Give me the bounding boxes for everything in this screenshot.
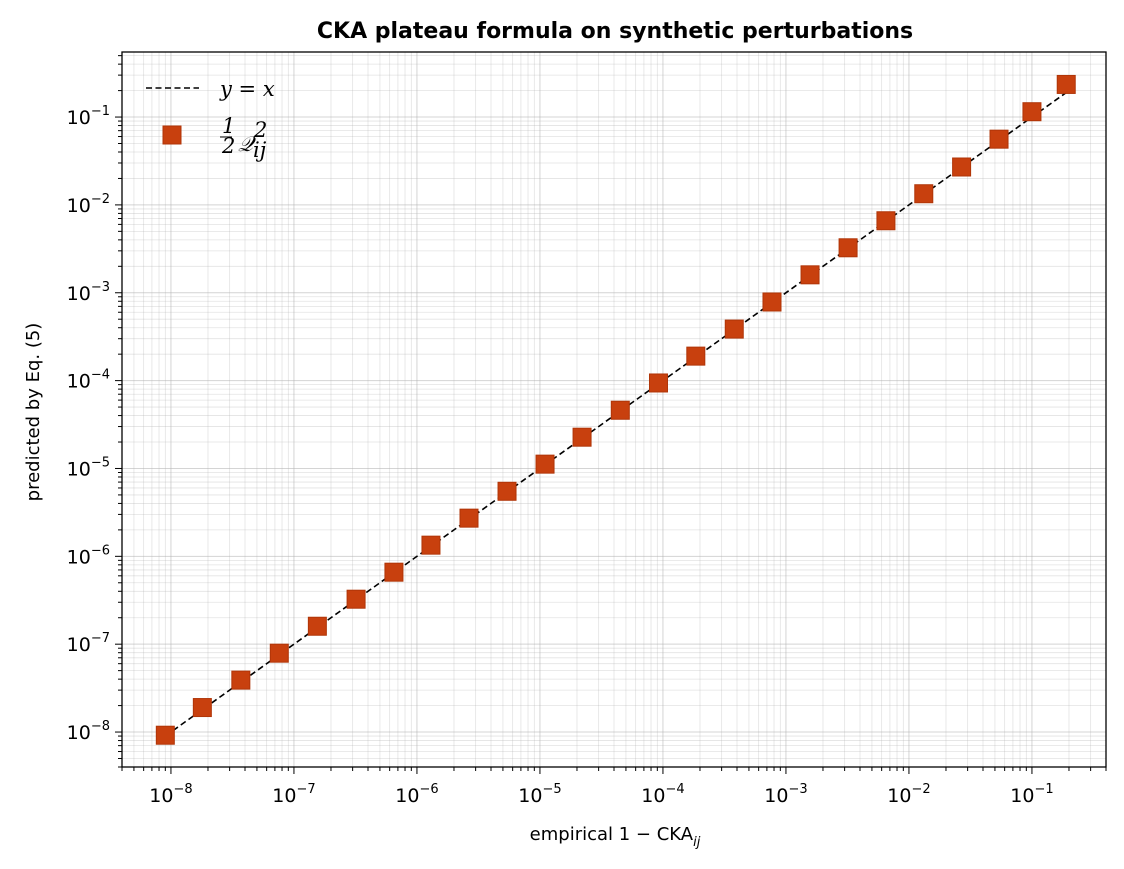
data-point [876, 211, 896, 231]
x-tick-base: 10 [887, 785, 911, 807]
y-tick-exponent: −7 [91, 631, 110, 646]
data-point [459, 508, 479, 528]
data-point [192, 698, 212, 718]
data-point [497, 481, 517, 501]
data-point [1056, 74, 1076, 94]
data-point [686, 346, 706, 366]
x-tick-label: 10−3 [764, 782, 807, 807]
y-axis-label: predicted by Eq. (5) [23, 323, 44, 502]
data-point [155, 725, 175, 745]
y-tick-label: 10−5 [67, 455, 110, 480]
x-tick-base: 10 [641, 785, 665, 807]
y-tick-label: 10−8 [67, 719, 110, 744]
y-tick-base: 10 [67, 546, 91, 568]
x-tick-base: 10 [149, 785, 173, 807]
y-tick-label: 10−6 [67, 543, 110, 568]
data-point [346, 589, 366, 609]
y-tick-exponent: −3 [91, 280, 110, 295]
data-point [952, 157, 972, 177]
data-point [535, 454, 555, 474]
x-tick-base: 10 [272, 785, 296, 807]
data-point [1022, 102, 1042, 122]
y-tick-label: 10−1 [67, 104, 110, 129]
data-point [648, 373, 668, 393]
y-tick-labels: 10−810−710−610−510−410−310−210−1 [67, 104, 110, 744]
data-point [800, 265, 820, 285]
y-tick-base: 10 [67, 195, 91, 217]
y-tick-base: 10 [67, 107, 91, 129]
x-tick-exponent: −5 [542, 782, 561, 797]
y-tick-base: 10 [67, 722, 91, 744]
major-gridlines [122, 52, 1106, 767]
y-tick-exponent: −5 [91, 455, 110, 470]
axis-ticks [115, 55, 1107, 774]
x-tick-label: 10−1 [1010, 782, 1053, 807]
legend-label-y-equals-x: y = x [219, 77, 275, 101]
y-tick-label: 10−7 [67, 631, 110, 656]
x-tick-label: 10−8 [149, 782, 192, 807]
y-tick-exponent: −8 [91, 719, 110, 734]
y-tick-base: 10 [67, 283, 91, 305]
x-tick-base: 10 [764, 785, 788, 807]
x-tick-label: 10−5 [518, 782, 561, 807]
chart-title: CKA plateau formula on synthetic perturb… [317, 19, 913, 44]
x-tick-base: 10 [1010, 785, 1034, 807]
y-tick-base: 10 [67, 458, 91, 480]
y-tick-exponent: −4 [91, 368, 110, 383]
y-tick-base: 10 [67, 634, 91, 656]
y-tick-exponent: −1 [91, 104, 110, 119]
data-point [838, 238, 858, 258]
x-tick-label: 10−6 [395, 782, 438, 807]
svg-text:2: 2 [253, 118, 267, 142]
x-tick-exponent: −6 [419, 782, 438, 797]
x-tick-label: 10−4 [641, 782, 684, 807]
x-tick-labels: 10−8 10−7 10−6 10−5 10−4 10−3 10−2 10−1 [149, 782, 1053, 807]
x-tick-exponent: −8 [173, 782, 192, 797]
svg-text:2: 2 [221, 134, 235, 158]
x-tick-exponent: −7 [296, 782, 315, 797]
x-axis-label: empirical 1 − CKAij [530, 824, 701, 850]
data-point [572, 427, 592, 447]
x-tick-exponent: −4 [665, 782, 684, 797]
data-point [914, 184, 934, 204]
y-tick-label: 10−2 [67, 192, 110, 217]
x-tick-base: 10 [395, 785, 419, 807]
x-tick-exponent: −2 [911, 782, 930, 797]
data-point [610, 400, 630, 420]
data-point [762, 292, 782, 312]
x-tick-label: 10−7 [272, 782, 315, 807]
data-point [269, 643, 289, 663]
x-tick-exponent: −1 [1034, 782, 1053, 797]
data-point [989, 129, 1009, 149]
series-points [155, 74, 1076, 745]
legend: y = x 1 2 𝒬 2 ij [146, 77, 275, 162]
data-point [231, 670, 251, 690]
svg-text:𝒬: 𝒬 [238, 132, 256, 156]
data-point [724, 319, 744, 339]
legend-marker-swatch [162, 125, 182, 145]
y-tick-label: 10−4 [67, 368, 110, 393]
x-axis-label-subscript: ij [693, 835, 701, 850]
data-point [421, 535, 441, 555]
y-tick-exponent: −2 [91, 192, 110, 207]
x-tick-exponent: −3 [788, 782, 807, 797]
y-tick-label: 10−3 [67, 280, 110, 305]
y-tick-base: 10 [67, 371, 91, 393]
legend-label-half-q-squared: 1 2 𝒬 2 ij [220, 114, 267, 162]
x-tick-base: 10 [518, 785, 542, 807]
data-point [384, 562, 404, 582]
y-tick-exponent: −6 [91, 543, 110, 558]
svg-text:ij: ij [253, 138, 267, 162]
x-tick-label: 10−2 [887, 782, 930, 807]
svg-text:1: 1 [222, 114, 235, 138]
x-axis-label-text: empirical 1 − CKA [530, 824, 694, 845]
data-point [307, 616, 327, 636]
